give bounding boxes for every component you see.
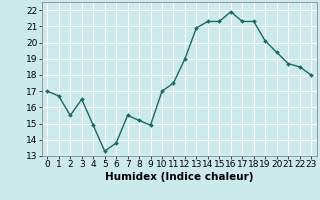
X-axis label: Humidex (Indice chaleur): Humidex (Indice chaleur) [105,172,253,182]
